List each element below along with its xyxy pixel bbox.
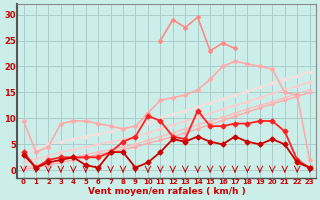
X-axis label: Vent moyen/en rafales ( km/h ): Vent moyen/en rafales ( km/h ) <box>88 187 245 196</box>
